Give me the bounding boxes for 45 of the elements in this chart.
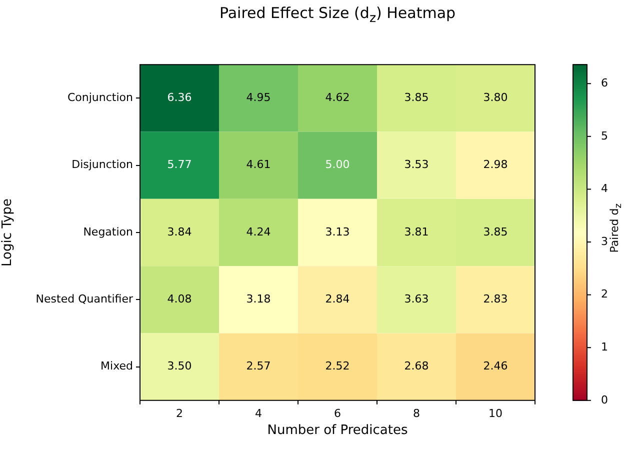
x-tick-label: 4 bbox=[255, 406, 262, 420]
data-label: 2.84 bbox=[325, 292, 350, 306]
color-bar-label: 6 bbox=[601, 76, 608, 90]
data-label: 3.85 bbox=[483, 225, 508, 238]
x-tick-label: 6 bbox=[334, 406, 341, 420]
data-label: 2.46 bbox=[483, 360, 508, 373]
x-tick-label: 10 bbox=[488, 406, 502, 420]
data-label: 3.18 bbox=[246, 292, 271, 306]
data-label: 4.62 bbox=[325, 91, 350, 104]
data-label: 2.52 bbox=[325, 360, 350, 373]
data-label: 5.00 bbox=[325, 158, 350, 172]
color-bar-label: 0 bbox=[601, 393, 608, 406]
color-bar-label: 2 bbox=[601, 288, 608, 301]
y-tick-label: Mixed bbox=[100, 360, 133, 373]
data-label: 4.61 bbox=[246, 158, 271, 172]
y-tick-label: Disjunction bbox=[72, 158, 134, 172]
y-tick-label: Conjunction bbox=[67, 91, 134, 104]
x-axis-title: Number of Predicates bbox=[267, 422, 408, 438]
y-axis-title: Logic Type bbox=[0, 198, 16, 266]
data-label: 3.80 bbox=[483, 91, 508, 104]
data-label: 4.08 bbox=[167, 292, 192, 306]
data-label: 4.24 bbox=[246, 225, 271, 238]
data-label: 2.68 bbox=[404, 360, 429, 373]
data-label: 2.57 bbox=[246, 360, 271, 373]
color-bar-label: 5 bbox=[601, 129, 608, 142]
data-label: 3.13 bbox=[325, 225, 350, 238]
x-tick-label: 2 bbox=[176, 406, 183, 420]
data-label: 3.81 bbox=[404, 225, 429, 238]
color-bar-label: 3 bbox=[601, 234, 608, 248]
data-label: 2.83 bbox=[483, 292, 508, 306]
data-label: 2.98 bbox=[483, 158, 508, 172]
data-label: 5.77 bbox=[167, 158, 192, 172]
data-label: 6.36 bbox=[167, 91, 192, 104]
y-tick-label: Nested Quantifier bbox=[36, 292, 134, 306]
color-bar-label: 1 bbox=[601, 340, 608, 354]
x-tick-label: 8 bbox=[413, 406, 420, 420]
data-label: 3.84 bbox=[167, 225, 192, 238]
y-tick-label: Negation bbox=[83, 225, 134, 238]
color-bar-label: 4 bbox=[601, 182, 608, 196]
chart-title: Paired Effect Size (d$_{z}$) Heatmap bbox=[218, 4, 457, 25]
data-label: 3.63 bbox=[404, 292, 429, 306]
data-label: 3.53 bbox=[404, 158, 429, 172]
data-label: 3.85 bbox=[404, 91, 429, 104]
data-label: 3.50 bbox=[167, 360, 192, 373]
data-label: 4.95 bbox=[246, 91, 271, 104]
